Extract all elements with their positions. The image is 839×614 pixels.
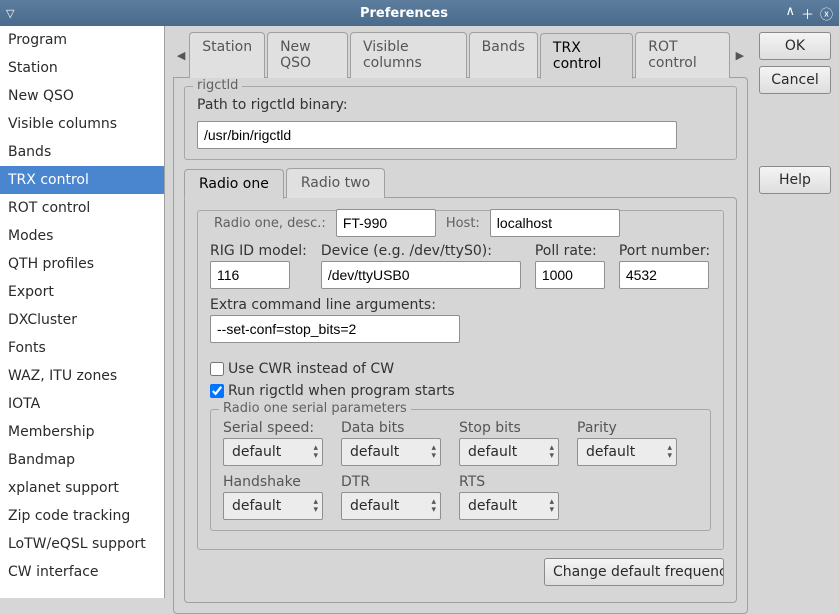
tabs-scroll-left-icon[interactable]: ◀ [173,41,189,69]
tab-visible-columns[interactable]: Visible columns [350,32,467,78]
tab-rot-control[interactable]: ROT control [635,32,729,78]
poll-input[interactable] [535,261,605,289]
tabs-scroll-right-icon[interactable]: ▶ [732,41,748,69]
path-label: Path to rigctld binary: [197,97,348,113]
sidebar-item-program[interactable]: Program [0,26,164,54]
sidebar-item-dxcluster[interactable]: DXCluster [0,306,164,334]
sidebar-item-cw-interface[interactable]: CW interface [0,558,164,586]
rigctld-group: rigctld Path to rigctld binary: [184,86,737,160]
tab-new-qso[interactable]: New QSO [267,32,348,78]
sidebar-item-bandmap[interactable]: Bandmap [0,446,164,474]
sidebar-item-modes[interactable]: Modes [0,222,164,250]
close-icon[interactable]: ⓧ [820,4,833,23]
trx-control-panel: rigctld Path to rigctld binary: Radio on… [173,77,748,614]
window-buttons: ∧ ＋ ⓧ [785,4,833,23]
sidebar-item-new-qso[interactable]: New QSO [0,82,164,110]
cwr-label: Use CWR instead of CW [228,361,394,377]
sidebar-item-waz-itu-zones[interactable]: WAZ, ITU zones [0,362,164,390]
host-input[interactable] [490,209,620,237]
sidebar-item-xplanet-support[interactable]: xplanet support [0,474,164,502]
host-label: Host: [442,216,484,231]
sidebar-item-membership[interactable]: Membership [0,418,164,446]
data-bits-label: Data bits [341,420,441,436]
sidebar-item-visible-columns[interactable]: Visible columns [0,110,164,138]
serial-params-group: Radio one serial parameters Serial speed… [210,409,711,531]
radio-tabs: Radio oneRadio two [184,168,737,198]
device-label: Device (e.g. /dev/ttyS0): [321,243,521,259]
dialog-buttons: OK Cancel Help [759,32,831,194]
ok-button[interactable]: OK [759,32,831,60]
sidebar-item-qth-profiles[interactable]: QTH profiles [0,250,164,278]
change-default-frequencies-button[interactable]: Change default frequencies [544,558,724,586]
autorun-checkbox[interactable] [210,384,224,398]
sidebar-item-station[interactable]: Station [0,54,164,82]
serial-speed-select[interactable]: default▴▾ [223,438,323,466]
handshake-select[interactable]: default▴▾ [223,492,323,520]
tab-bands[interactable]: Bands [469,32,538,78]
content-area: ◀ StationNew QSOVisible columnsBandsTRX … [165,26,839,598]
sidebar-item-fonts[interactable]: Fonts [0,334,164,362]
rig-id-label: RIG ID model: [210,243,307,259]
poll-label: Poll rate: [535,243,605,259]
sidebar: ProgramStationNew QSOVisible columnsBand… [0,26,165,598]
sidebar-item-lotw-eqsl-support[interactable]: LoTW/eQSL support [0,530,164,558]
extra-args-label: Extra command line arguments: [210,297,460,313]
data-bits-select[interactable]: default▴▾ [341,438,441,466]
radio-tab-radio-one[interactable]: Radio one [184,169,284,199]
stop-bits-select[interactable]: default▴▾ [459,438,559,466]
titlebar: ▽ Preferences ∧ ＋ ⓧ [0,0,839,26]
autorun-label: Run rigctld when program starts [228,383,455,399]
serial-speed-label: Serial speed: [223,420,323,436]
sidebar-item-zip-code-tracking[interactable]: Zip code tracking [0,502,164,530]
radio-desc-input[interactable] [336,209,436,237]
sidebar-item-rot-control[interactable]: ROT control [0,194,164,222]
sidebar-item-export[interactable]: Export [0,278,164,306]
maximize-icon[interactable]: ＋ [801,4,814,23]
radio-desc-group: Radio one, desc.: Host: RIG ID model: [197,210,724,550]
sidebar-item-trx-control[interactable]: TRX control [0,166,164,194]
port-label: Port number: [619,243,710,259]
stop-bits-label: Stop bits [459,420,559,436]
sidebar-item-iota[interactable]: IOTA [0,390,164,418]
rigctld-legend: rigctld [193,78,242,93]
tab-trx-control[interactable]: TRX control [540,33,633,79]
app-menu-icon[interactable]: ▽ [6,7,14,20]
rts-select[interactable]: default▴▾ [459,492,559,520]
handshake-label: Handshake [223,474,323,490]
path-input[interactable] [197,121,677,149]
radio-one-panel: Radio one, desc.: Host: RIG ID model: [184,197,737,603]
cwr-checkbox[interactable] [210,362,224,376]
minimize-icon[interactable]: ∧ [785,4,795,23]
help-button[interactable]: Help [759,166,831,194]
top-tabs: StationNew QSOVisible columnsBandsTRX co… [189,32,731,78]
tab-station[interactable]: Station [189,32,265,78]
serial-legend: Radio one serial parameters [219,401,411,416]
rts-label: RTS [459,474,559,490]
radio-desc-legend: Radio one, desc.: Host: [206,209,624,237]
parity-select[interactable]: default▴▾ [577,438,677,466]
window-title: Preferences [22,6,785,21]
device-input[interactable] [321,261,521,289]
dtr-label: DTR [341,474,441,490]
radio-tab-radio-two[interactable]: Radio two [286,168,385,198]
dtr-select[interactable]: default▴▾ [341,492,441,520]
port-input[interactable] [619,261,709,289]
sidebar-item-bands[interactable]: Bands [0,138,164,166]
extra-args-input[interactable] [210,315,460,343]
cancel-button[interactable]: Cancel [759,66,831,94]
parity-label: Parity [577,420,677,436]
radio-desc-label: Radio one, desc.: [210,216,330,231]
rig-id-input[interactable] [210,261,290,289]
